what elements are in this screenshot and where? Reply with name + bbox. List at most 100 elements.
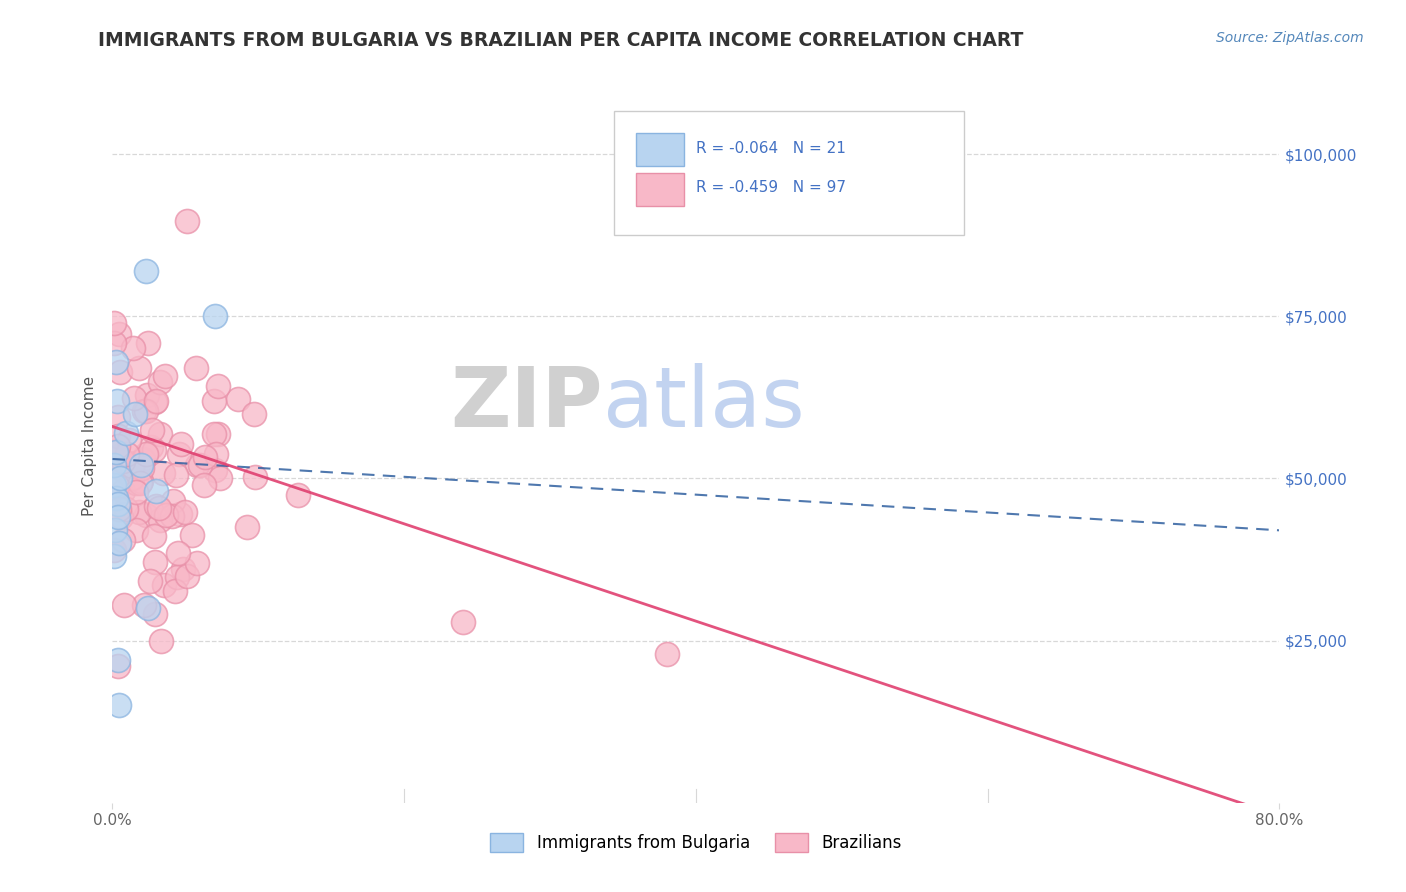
Point xyxy=(110,510,132,524)
Point xyxy=(110,471,132,485)
Point xyxy=(143,607,166,622)
Point xyxy=(131,452,153,467)
Point xyxy=(128,475,150,490)
Point xyxy=(655,647,678,661)
Point xyxy=(153,578,176,592)
Point xyxy=(103,549,125,564)
Point xyxy=(194,450,217,465)
Point xyxy=(103,336,125,351)
Point xyxy=(131,460,153,475)
Text: atlas: atlas xyxy=(603,363,804,443)
Point xyxy=(132,598,155,612)
Point xyxy=(136,601,159,615)
Text: IMMIGRANTS FROM BULGARIA VS BRAZILIAN PER CAPITA INCOME CORRELATION CHART: IMMIGRANTS FROM BULGARIA VS BRAZILIAN PE… xyxy=(98,31,1024,50)
Point xyxy=(105,450,128,464)
Point xyxy=(134,404,156,418)
Point xyxy=(108,326,131,341)
Point xyxy=(118,433,141,447)
Point xyxy=(122,392,145,406)
Point xyxy=(152,466,174,480)
Point xyxy=(128,361,150,376)
Point xyxy=(107,658,129,673)
Point xyxy=(148,501,170,516)
Point xyxy=(149,376,172,390)
Point xyxy=(136,388,159,402)
Point xyxy=(103,443,125,458)
Point xyxy=(124,476,146,491)
Point xyxy=(103,478,125,492)
Point xyxy=(243,407,266,421)
Point xyxy=(108,698,131,713)
Point xyxy=(105,354,128,368)
Point xyxy=(176,214,198,228)
Point xyxy=(165,468,187,483)
Text: Source: ZipAtlas.com: Source: ZipAtlas.com xyxy=(1216,31,1364,45)
Point xyxy=(128,504,150,518)
Point xyxy=(107,653,129,667)
Point xyxy=(150,634,173,648)
FancyBboxPatch shape xyxy=(637,173,685,205)
Point xyxy=(121,458,143,473)
Point xyxy=(114,425,136,440)
Point xyxy=(193,477,215,491)
Point xyxy=(121,458,143,473)
Point xyxy=(155,508,177,523)
Point xyxy=(103,524,125,538)
Point xyxy=(207,427,229,442)
Point xyxy=(115,502,138,516)
Point xyxy=(105,393,128,408)
Text: R = -0.064   N = 21: R = -0.064 N = 21 xyxy=(696,141,846,156)
Point xyxy=(174,505,197,519)
Point xyxy=(143,529,166,543)
Point xyxy=(202,394,225,409)
Point xyxy=(163,584,186,599)
Point xyxy=(111,454,134,468)
Point xyxy=(204,462,226,476)
Point xyxy=(121,471,143,485)
Legend: Immigrants from Bulgaria, Brazilians: Immigrants from Bulgaria, Brazilians xyxy=(484,826,908,859)
Point xyxy=(145,499,167,513)
Point xyxy=(186,556,208,570)
Point xyxy=(205,447,228,461)
Point xyxy=(202,427,225,442)
Text: R = -0.459   N = 97: R = -0.459 N = 97 xyxy=(696,180,846,195)
Point xyxy=(145,484,167,499)
Point xyxy=(135,508,157,523)
Point xyxy=(108,502,131,516)
Point xyxy=(111,484,134,499)
Point xyxy=(135,404,157,418)
Point xyxy=(104,491,127,505)
Point xyxy=(112,599,135,613)
Point xyxy=(135,447,157,461)
Point xyxy=(107,410,129,425)
Point xyxy=(169,507,191,521)
Point xyxy=(188,458,211,472)
Point xyxy=(114,464,136,478)
Point xyxy=(125,523,148,537)
Point xyxy=(184,361,207,376)
Point xyxy=(176,568,198,582)
Point xyxy=(139,574,162,588)
Point xyxy=(141,423,163,437)
FancyBboxPatch shape xyxy=(637,134,685,166)
Point xyxy=(451,615,474,629)
Point xyxy=(139,440,162,454)
Y-axis label: Per Capita Income: Per Capita Income xyxy=(82,376,97,516)
Point xyxy=(108,536,131,550)
Point xyxy=(122,341,145,355)
Point xyxy=(124,407,146,421)
FancyBboxPatch shape xyxy=(614,111,965,235)
Point xyxy=(207,379,229,393)
Point xyxy=(149,513,172,527)
Point xyxy=(108,365,131,379)
Point xyxy=(103,316,125,330)
Point xyxy=(143,394,166,409)
Point xyxy=(181,527,204,541)
Point xyxy=(103,458,125,473)
Point xyxy=(132,452,155,467)
Point xyxy=(236,519,259,533)
Point xyxy=(226,392,249,406)
Point xyxy=(209,471,232,485)
Point xyxy=(107,439,129,453)
Point xyxy=(115,447,138,461)
